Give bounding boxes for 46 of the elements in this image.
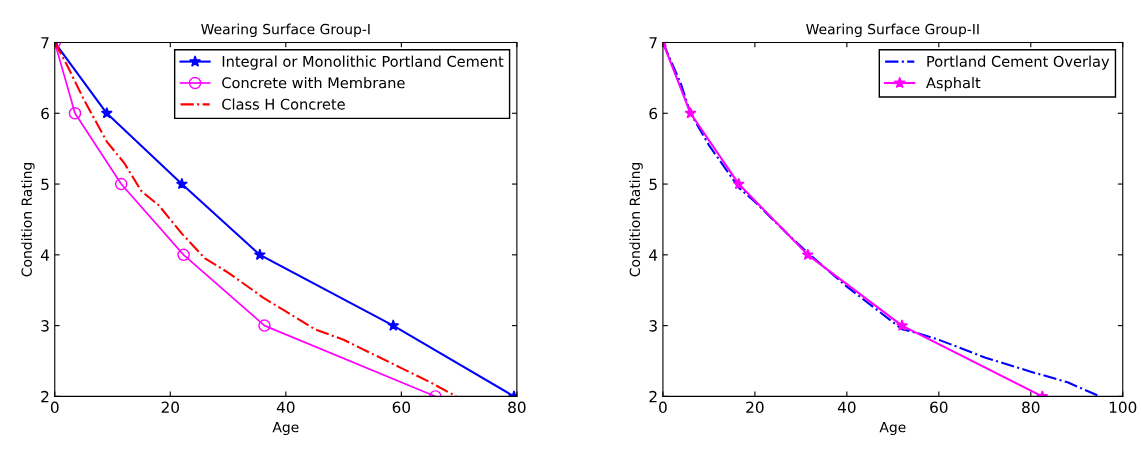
x-tick-label: 60: [930, 401, 948, 414]
y-tick-label: 3: [649, 320, 657, 332]
x-tick-label: 20: [161, 401, 179, 414]
legend-label: Class H Concrete: [222, 98, 345, 110]
x-tick-label: 0: [50, 401, 59, 414]
point: [801, 248, 814, 261]
point: [258, 319, 271, 332]
y-tick-label: 2: [649, 390, 657, 403]
y-tick-label: 7: [649, 37, 657, 49]
x-tick-label: 0: [659, 401, 667, 414]
legend-label: Portland Cement Overlay: [927, 55, 1110, 70]
y-axis-title: Condition Rating: [21, 162, 35, 277]
point: [253, 248, 266, 261]
point: [896, 319, 909, 331]
point: [177, 248, 190, 262]
x-tick-label: 20: [746, 401, 764, 414]
x-tick-label: 60: [392, 401, 411, 414]
legend-label: Integral or Monolithic Portland Cement: [222, 55, 504, 70]
y-tick-label: 6: [649, 107, 658, 120]
y-tick-label: 3: [41, 320, 49, 332]
x-tick-label: 80: [1022, 401, 1040, 414]
chart-title: Wearing Surface Group-I: [201, 23, 370, 38]
point: [114, 177, 128, 191]
y-tick-label: 4: [649, 249, 658, 261]
point: [68, 107, 82, 120]
x-tick-label: 100: [1109, 401, 1137, 414]
x-tick-label: 80: [508, 401, 526, 414]
x-axis-title: Age: [879, 422, 906, 436]
point: [732, 177, 745, 190]
point: [100, 107, 113, 119]
legend-label: Asphalt: [926, 77, 981, 92]
point: [175, 177, 188, 190]
point: [387, 319, 400, 331]
point: [684, 107, 697, 119]
y-axis-title: Condition Rating: [629, 162, 643, 277]
chart-title: Wearing Surface Group-II: [806, 23, 979, 38]
y-tick-label: 5: [649, 178, 657, 191]
y-tick-label: 7: [41, 37, 49, 49]
y-tick-label: 6: [41, 107, 49, 120]
x-tick-label: 40: [837, 401, 856, 414]
y-tick-label: 5: [41, 178, 49, 191]
legend-label: Concrete with Membrane: [222, 77, 405, 89]
x-axis-title: Age: [272, 422, 299, 436]
y-tick-label: 2: [41, 390, 49, 403]
x-tick-label: 40: [276, 401, 295, 414]
y-tick-label: 4: [40, 249, 50, 261]
